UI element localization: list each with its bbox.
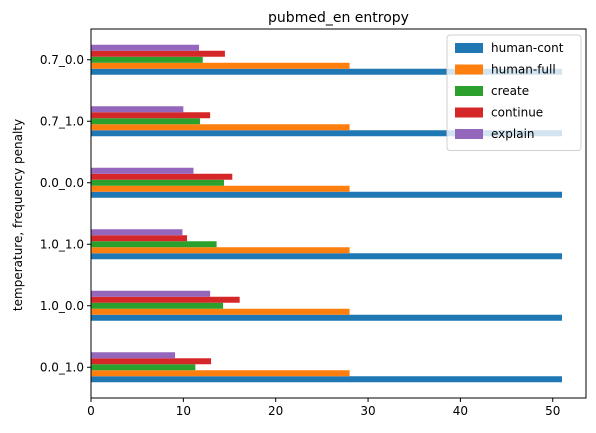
- bar-create-0-7-0-0: [91, 56, 203, 63]
- bar-human-full-0-0-0-0: [91, 185, 350, 192]
- bar-create-0-7-1-0: [91, 118, 200, 125]
- bars-layer: [91, 44, 562, 383]
- legend-swatch-continue: [455, 107, 483, 118]
- bar-create-1-0-1-0: [91, 241, 217, 248]
- y-tick-label-1-0-1-0: 1.0_1.0: [40, 237, 84, 251]
- bar-explain-0-7-0-0: [91, 44, 200, 51]
- x-tick-label-30: 30: [360, 404, 375, 418]
- bar-continue-1-0-0-0: [91, 296, 240, 303]
- x-tick-label-10: 10: [176, 404, 191, 418]
- bar-explain-1-0-1-0: [91, 229, 183, 236]
- bar-human-full-1-0-0-0: [91, 308, 350, 315]
- bar-continue-0-7-1-0: [91, 112, 211, 119]
- bar-human-full-0-7-1-0: [91, 124, 350, 131]
- bar-create-0-0-1-0: [91, 364, 196, 371]
- plot-frame: [90, 28, 587, 399]
- legend-label-human-cont: human-cont: [491, 41, 564, 55]
- legend-box: [446, 34, 582, 151]
- bar-continue-0-0-1-0: [91, 358, 212, 365]
- bar-human-cont-0-0-1-0: [91, 376, 562, 383]
- bar-human-cont-1-0-0-0: [91, 314, 562, 321]
- bar-human-cont-0-0-0-0: [91, 191, 562, 198]
- bar-continue-0-7-0-0: [91, 50, 225, 57]
- bar-explain-0-0-0-0: [91, 167, 194, 174]
- bar-human-full-1-0-1-0: [91, 247, 350, 254]
- y-tick-label-1-0-0-0: 1.0_0.0: [40, 299, 84, 313]
- bar-human-full-0-7-0-0: [91, 62, 350, 69]
- bar-explain-0-0-1-0: [91, 352, 176, 359]
- legend-swatch-explain: [455, 129, 483, 139]
- bar-continue-1-0-1-0: [91, 235, 188, 242]
- chart-title: pubmed_en entropy: [268, 10, 409, 26]
- x-tick-label-40: 40: [453, 404, 468, 418]
- x-tick-label-20: 20: [268, 404, 283, 418]
- bar-human-cont-0-7-0-0: [91, 68, 562, 75]
- legend-label-explain: explain: [491, 127, 535, 141]
- legend-swatch-human-cont: [455, 43, 483, 53]
- y-tick-label-0-0-0-0: 0.0_0.0: [40, 176, 84, 190]
- axes-layer: 0.0_1.0 1.0_0.0 1.0_1.0 0.0_0.0 0.7_1.0 0.7_0…: [40, 28, 587, 418]
- bar-create-1-0-0-0: [91, 302, 224, 309]
- bar-explain-0-7-1-0: [91, 106, 184, 113]
- legend-label-create: create: [491, 84, 529, 98]
- bar-human-cont-0-7-1-0: [91, 130, 562, 137]
- bar-create-0-0-0-0: [91, 179, 224, 186]
- y-axis-label: temperature, frequency penalty: [11, 119, 25, 311]
- y-tick-label-0-7-0-0: 0.7_0.0: [40, 53, 84, 67]
- legend-label-human-full: human-full: [491, 63, 556, 77]
- bar-explain-1-0-0-0: [91, 290, 211, 297]
- legend-label-continue: continue: [491, 106, 543, 120]
- x-tick-label-50: 50: [545, 404, 560, 418]
- legend-swatch-create: [455, 86, 483, 96]
- bar-human-full-0-0-1-0: [91, 370, 350, 377]
- legend-swatch-human-full: [455, 64, 483, 75]
- bar-continue-0-0-0-0: [91, 173, 233, 180]
- bar-human-cont-1-0-1-0: [91, 253, 562, 260]
- y-tick-label-0-7-1-0: 0.7_1.0: [40, 114, 84, 128]
- x-tick-label-0: 0: [87, 404, 95, 418]
- legend: human-cont human-full create continue explai…: [446, 34, 582, 151]
- y-tick-label-0-0-1-0: 0.0_1.0: [40, 360, 84, 374]
